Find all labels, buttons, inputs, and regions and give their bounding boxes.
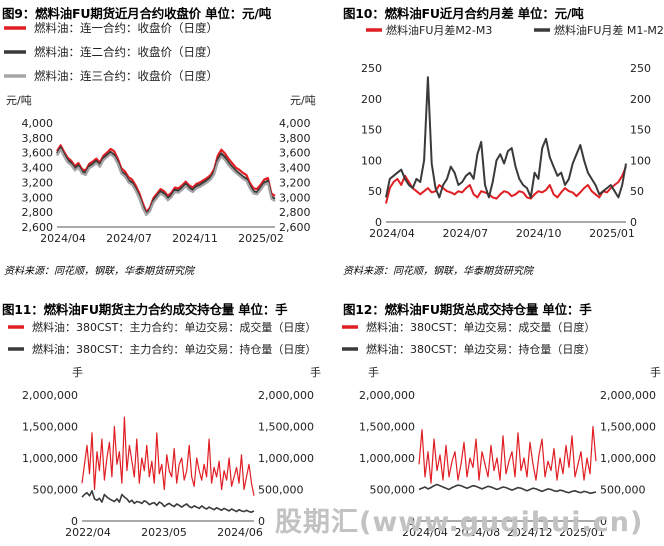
y-tick-right: 0: [630, 216, 637, 229]
y-tick-left: 0: [71, 515, 78, 528]
axis-unit-label: 元/吨: [6, 94, 32, 107]
x-tick-label: 2024/06: [217, 526, 263, 539]
figure-9-title: 图9：燃料油FU期货近月合约收盘价 单位：元/吨: [2, 6, 272, 21]
y-tick-left: 3,400: [22, 162, 54, 175]
series-line-2: [56, 148, 276, 217]
y-tick-left: 150: [361, 124, 382, 137]
y-tick-right: 3,200: [279, 176, 311, 189]
legend-label: 燃料油：连一合约：收盘价（日度）: [34, 21, 218, 35]
y-tick-left: 3,000: [22, 191, 54, 204]
x-tick-label: 2024/10: [516, 227, 562, 240]
axis-unit-label: 手: [310, 365, 321, 379]
y-tick-left: 2,000,000: [359, 389, 415, 402]
legend-label: 燃料油：连二合约：收盘价（日度）: [34, 45, 218, 59]
y-tick-left: 500,000: [370, 484, 416, 497]
x-tick-label: 2025/01: [589, 227, 635, 240]
legend-label: 燃料油：380CST：单边交易：持仓量（日度）: [366, 342, 595, 356]
y-tick-left: 1,500,000: [359, 421, 415, 434]
x-tick-label: 2024/04: [40, 232, 86, 245]
axis-unit-label: 元/吨: [290, 94, 316, 107]
y-tick-right: 3,000: [279, 191, 311, 204]
x-tick-label: 2024/07: [106, 232, 152, 245]
y-tick-right: 250: [630, 62, 651, 75]
series-line-1: [418, 483, 597, 495]
watermark: 股期汇(www.guqihui.cn): [275, 507, 644, 538]
axis-unit-label: 手: [368, 365, 379, 379]
y-tick-left: 3,800: [22, 132, 54, 145]
y-tick-right: 500,000: [258, 484, 304, 497]
y-tick-right: 3,400: [279, 162, 311, 175]
axis-unit-label: 手: [650, 365, 661, 379]
legend-label: 燃料油：380CST：主力合约：单边交易：成交量（日度）: [32, 320, 316, 334]
y-tick-left: 100: [361, 154, 382, 167]
x-tick-label: 2024/04: [369, 227, 415, 240]
y-tick-right: 2,600: [279, 221, 311, 234]
series-line-1: [385, 76, 627, 199]
y-tick-left: 3,200: [22, 176, 54, 189]
y-tick-left: 1,000,000: [22, 452, 78, 465]
y-tick-left: 250: [361, 62, 382, 75]
series-line-1: [81, 490, 255, 513]
series-line-0: [418, 425, 597, 484]
figure-9-source: 资料来源：同花顺，钢联，华泰期货研究院: [4, 266, 194, 277]
figure-12-chart: 0 0 500,000 500,000 1,000,000 1,000,000 1,500,…: [342, 320, 661, 539]
y-tick-left: 3,600: [22, 147, 54, 160]
y-tick-left: 1,500,000: [22, 421, 78, 434]
legend-label: 燃料油：连三合约：收盘价（日度）: [34, 69, 218, 83]
y-tick-left: 2,000,000: [22, 389, 78, 402]
x-tick-label: 2024/12: [507, 526, 553, 539]
y-tick-right: 3,600: [279, 147, 311, 160]
x-tick-label: 2023/05: [141, 526, 187, 539]
y-tick-right: 2,000,000: [600, 389, 656, 402]
y-tick-right: 150: [630, 124, 651, 137]
series-line-0: [81, 416, 255, 496]
y-tick-right: 1,000,000: [258, 452, 314, 465]
figure-11-title: 图11：燃料油FU期货主力合约成交持仓量 单位：手: [2, 302, 288, 317]
y-tick-right: 3,800: [279, 132, 311, 145]
y-tick-right: 2,800: [279, 206, 311, 219]
legend-label: 燃料油FU月差M2-M3: [386, 23, 492, 37]
y-tick-right: 0: [258, 515, 265, 528]
y-tick-left: 2,600: [22, 221, 54, 234]
series-line-1: [56, 146, 276, 215]
y-tick-right: 1,000,000: [600, 452, 656, 465]
y-tick-left: 2,800: [22, 206, 54, 219]
x-tick-label: 2025/01: [559, 526, 605, 539]
y-tick-left: 0: [375, 216, 382, 229]
series-line-0: [385, 166, 627, 204]
legend-label: 燃料油FU月差 M1-M2: [554, 23, 664, 37]
y-tick-left: 0: [408, 515, 415, 528]
y-tick-left: 500,000: [33, 484, 79, 497]
x-tick-label: 2024/07: [442, 227, 488, 240]
figure-10-title: 图10：燃料油FU近月合约月差 单位：元/吨: [343, 6, 584, 21]
figure-11-chart: 0 0 500,000 500,000 1,000,000 1,000,000 1,500,…: [8, 320, 321, 539]
figure-12-title: 图12：燃料油FU期货总成交持仓量 单位：手: [343, 302, 592, 317]
x-tick-label: 2024/08: [454, 526, 500, 539]
y-tick-right: 100: [630, 154, 651, 167]
y-tick-right: 0: [600, 515, 607, 528]
y-tick-left: 4,000: [22, 117, 54, 130]
legend-label: 燃料油：380CST：单边交易：成交量（日度）: [366, 320, 595, 334]
y-tick-left: 50: [368, 185, 382, 198]
y-tick-right: 50: [630, 185, 644, 198]
y-tick-right: 1,500,000: [600, 421, 656, 434]
axis-unit-label: 手: [72, 365, 83, 379]
y-tick-left: 200: [361, 93, 382, 106]
y-tick-right: 4,000: [279, 117, 311, 130]
figure-10-source: 资料来源：同花顺，钢联，华泰期货研究院: [343, 266, 533, 277]
y-tick-right: 200: [630, 93, 651, 106]
x-tick-label: 2022/04: [65, 526, 111, 539]
y-tick-left: 1,000,000: [359, 452, 415, 465]
figure-10-chart: 0 0 50 50 100 100 150 150 200 200 250 250 2024/04 202…: [361, 23, 664, 240]
legend-label: 燃料油：380CST：主力合约：单边交易：持仓量（日度）: [32, 342, 316, 356]
x-tick-label: 2024/04: [402, 526, 448, 539]
y-tick-right: 500,000: [600, 484, 646, 497]
x-tick-label: 2025/02: [238, 232, 284, 245]
series-line-0: [56, 144, 276, 214]
y-tick-right: 1,500,000: [258, 421, 314, 434]
y-tick-right: 2,000,000: [258, 389, 314, 402]
x-tick-label: 2024/11: [172, 232, 218, 245]
figure-9-chart: 2,600 2,600 2,800 2,800 3,000 3,000 3,200 3,200…: [4, 21, 316, 245]
